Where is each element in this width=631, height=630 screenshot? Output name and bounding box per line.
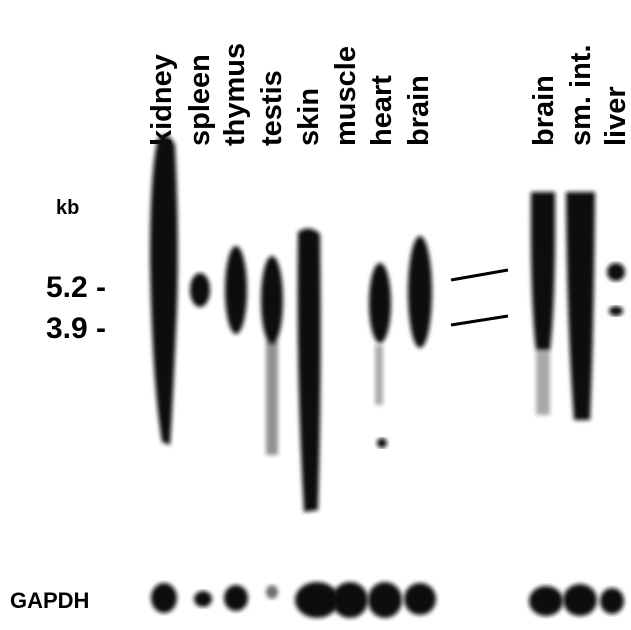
smear: [375, 345, 383, 405]
lane-label: liver: [600, 86, 631, 146]
band: [563, 584, 597, 616]
smear: [266, 340, 278, 455]
lane-label: brain: [403, 75, 435, 146]
marker-label: 3.9 -: [46, 312, 106, 345]
lane-label: heart: [366, 75, 398, 146]
band: [404, 583, 436, 615]
marker-unit: kb: [56, 197, 79, 219]
band: [377, 438, 387, 448]
connector: [451, 270, 508, 280]
smear: [536, 350, 550, 415]
band: [194, 591, 212, 607]
connector: [451, 316, 508, 325]
control-bands: [151, 582, 624, 618]
band: [266, 585, 278, 599]
band: [600, 588, 624, 614]
band: [190, 273, 210, 307]
band: [150, 135, 178, 445]
lane-label: brain: [528, 75, 560, 146]
lane-label: kidney: [146, 54, 178, 146]
band: [224, 585, 248, 611]
band: [408, 236, 432, 348]
band: [566, 192, 595, 420]
lane-label: skin: [293, 88, 325, 146]
band: [225, 246, 247, 334]
control-label: GAPDH: [10, 588, 89, 613]
lane-label: testis: [256, 70, 288, 146]
band: [151, 583, 177, 613]
lane-label: sm. int.: [565, 44, 597, 146]
band: [298, 228, 321, 512]
band: [609, 306, 623, 316]
lane-label: spleen: [184, 54, 216, 146]
band: [261, 256, 283, 344]
lane-label: thymus: [219, 43, 251, 146]
band: [607, 263, 625, 281]
bands: [150, 135, 625, 512]
band: [369, 263, 391, 343]
band: [529, 586, 563, 616]
lane-label: muscle: [330, 46, 362, 146]
marker-label: 5.2 -: [46, 271, 106, 304]
band: [332, 582, 368, 618]
blot-figure: kidneyspleenthymustestisskinmuscleheartb…: [0, 0, 631, 630]
band: [368, 582, 402, 618]
band: [531, 192, 555, 350]
